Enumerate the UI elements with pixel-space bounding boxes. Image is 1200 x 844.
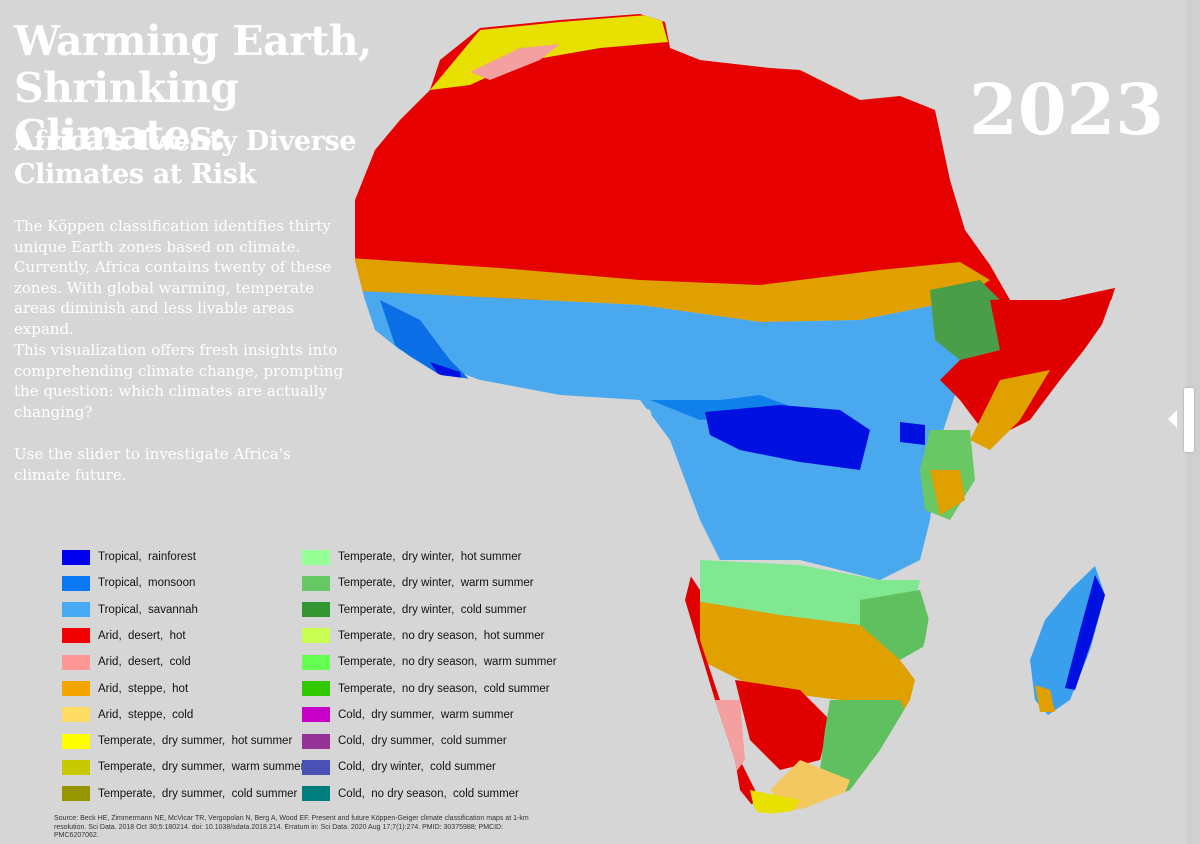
zone-arid-steppe-cold-south	[770, 760, 850, 810]
legend-item: Temperate, no dry season, hot summer	[302, 628, 544, 644]
legend-swatch	[302, 628, 330, 644]
legend-swatch	[302, 759, 330, 775]
legend-swatch	[62, 575, 90, 591]
legend-item: Cold, dry summer, cold summer	[302, 733, 507, 749]
zone-arid-steppe-hot-sahel	[355, 258, 990, 322]
zone-arid-desert-hot-horn	[940, 288, 1115, 440]
legend-item: Tropical, monsoon	[62, 575, 195, 591]
zone-arid-desert-cold-south	[715, 700, 745, 780]
legend-swatch	[302, 733, 330, 749]
year-label: 2023	[969, 68, 1164, 151]
insight-paragraph: This visualization offers fresh insights…	[14, 341, 344, 421]
legend-label: Temperate, dry winter, cold summer	[338, 603, 527, 616]
legend-swatch	[302, 681, 330, 696]
legend-item: Temperate, no dry season, cold summer	[302, 681, 550, 697]
page-title: Warming Earth, Shrinking Climates:	[14, 17, 372, 159]
legend-item: Temperate, dry summer, cold summer	[62, 786, 297, 802]
legend-label: Cold, dry summer, warm summer	[338, 708, 514, 721]
legend-swatch	[62, 681, 90, 696]
legend-swatch	[302, 707, 330, 723]
legend-item: Temperate, no dry season, warm summer	[302, 654, 557, 670]
legend-swatch	[62, 786, 90, 802]
legend-swatch	[302, 786, 330, 802]
zone-arid-desert-hot-namib	[675, 560, 760, 810]
legend-swatch	[62, 759, 90, 775]
instruction-paragraph: Use the slider to investigate Africa's c…	[14, 445, 291, 484]
legend-swatch	[302, 549, 330, 565]
legend-swatch	[302, 654, 330, 670]
slider-left-arrow-icon[interactable]	[1168, 410, 1177, 428]
legend-swatch	[62, 628, 90, 644]
legend-label: Temperate, dry summer, cold summer	[98, 787, 298, 800]
legend-label: Temperate, dry summer, hot summer	[98, 735, 293, 748]
legend-item: Temperate, dry winter, cold summer	[302, 602, 527, 618]
legend-item: Arid, steppe, cold	[62, 707, 193, 723]
legend-item: Arid, desert, hot	[62, 628, 186, 644]
intro-paragraph: The Köppen classification identifies thi…	[14, 217, 332, 338]
zone-temperate-cape	[750, 790, 800, 815]
source-citation: Source: Beck HE, Zimmermann NE, McVicar …	[54, 815, 529, 839]
legend-item: Temperate, dry summer, warm summer	[62, 759, 304, 775]
legend-label: Tropical, rainforest	[98, 551, 196, 563]
legend-label: Cold, dry winter, cold summer	[338, 761, 496, 774]
zone-arid-desert-cold-north	[470, 44, 560, 80]
zone-tropical-rainforest	[705, 405, 870, 470]
legend-swatch	[62, 707, 90, 723]
legend-label: Arid, desert, hot	[98, 629, 186, 642]
legend-label: Temperate, dry winter, warm summer	[338, 577, 534, 590]
legend-swatch	[302, 602, 330, 618]
legend-label: Temperate, no dry season, hot summer	[338, 629, 545, 642]
legend-swatch	[62, 549, 90, 565]
zone-arid-steppe-hot-south	[690, 600, 930, 720]
zone-tropical-monsoon-west	[380, 300, 470, 380]
legend-label: Temperate, dry winter, hot summer	[338, 551, 522, 563]
legend-label: Arid, steppe, hot	[98, 682, 189, 695]
page-subtitle: Africa's Twenty Diverse Climates at Risk	[14, 126, 357, 190]
zone-arid-desert-hot-kalahari	[735, 680, 830, 770]
legend-item: Tropical, rainforest	[62, 549, 196, 565]
legend-item: Tropical, savannah	[62, 602, 198, 618]
legend-swatch	[62, 654, 90, 670]
legend-item: Cold, no dry season, cold summer	[302, 786, 519, 802]
madagascar-steppe	[1035, 685, 1055, 712]
legend-item: Temperate, dry summer, hot summer	[62, 733, 292, 749]
legend-item: Temperate, dry winter, warm summer	[302, 575, 534, 591]
zone-arid-steppe-hot-kenya	[930, 470, 965, 515]
legend-swatch	[62, 733, 90, 749]
madagascar-rainforest	[1065, 575, 1105, 690]
legend-swatch	[302, 575, 330, 591]
legend-label: Cold, dry summer, cold summer	[338, 735, 507, 748]
comparison-slider-handle[interactable]	[1184, 388, 1194, 452]
legend-label: Cold, no dry season, cold summer	[338, 787, 519, 800]
legend-item: Arid, desert, cold	[62, 654, 191, 670]
legend-item: Cold, dry winter, cold summer	[302, 759, 496, 775]
legend-swatch	[62, 602, 90, 618]
legend-item: Temperate, dry winter, hot summer	[302, 549, 521, 565]
zone-tropical-savannah	[355, 290, 980, 580]
legend-label: Arid, steppe, cold	[98, 708, 194, 721]
legend-label: Temperate, no dry season, warm summer	[338, 656, 557, 669]
legend-label: Temperate, dry summer, warm summer	[98, 761, 305, 774]
zone-arid-steppe-hot-east	[970, 370, 1050, 450]
zone-tropical-rainforest-east	[900, 422, 925, 445]
legend-label: Arid, desert, cold	[98, 656, 191, 669]
madagascar	[1030, 566, 1105, 715]
legend-label: Tropical, savannah	[98, 603, 198, 616]
legend-label: Tropical, monsoon	[98, 577, 196, 590]
legend-item: Arid, steppe, hot	[62, 681, 188, 697]
legend-label: Temperate, no dry season, cold summer	[338, 682, 550, 695]
legend-item: Cold, dry summer, warm summer	[302, 707, 514, 723]
